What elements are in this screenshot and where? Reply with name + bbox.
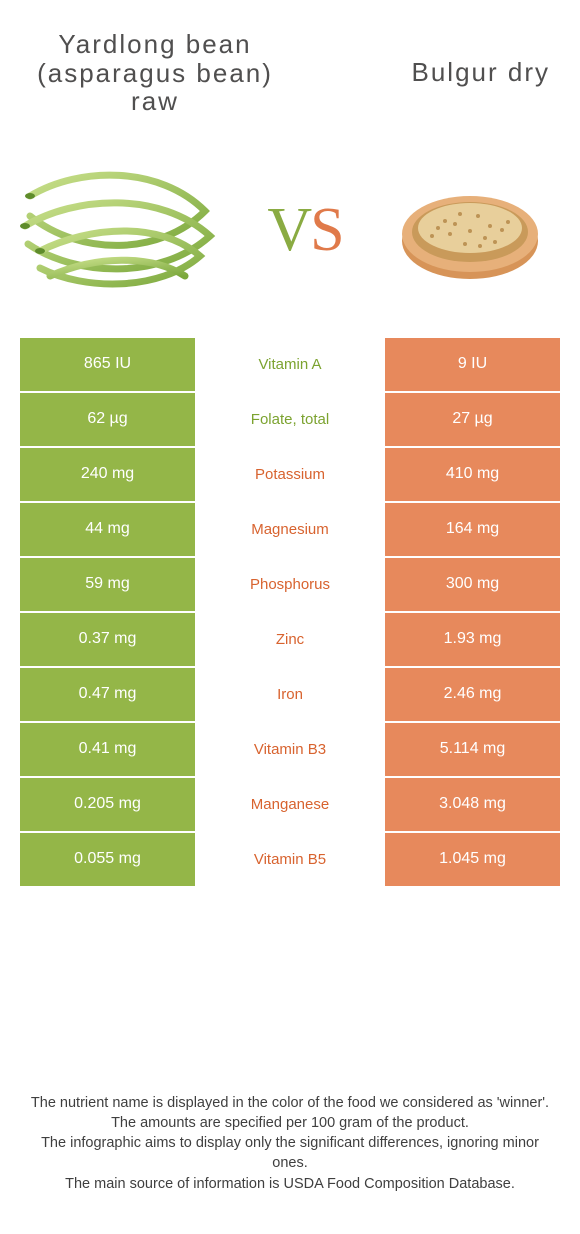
nutrient-label: Iron (195, 668, 385, 721)
footer-line: The amounts are specified per 100 gram o… (25, 1113, 555, 1133)
table-row: 0.37 mgZinc1.93 mg (20, 613, 560, 668)
food-image-left (10, 156, 220, 306)
value-left: 0.41 mg (20, 723, 195, 776)
nutrient-label: Phosphorus (195, 558, 385, 611)
table-row: 240 mgPotassium410 mg (20, 448, 560, 503)
value-left: 0.055 mg (20, 833, 195, 886)
footer-notes: The nutrient name is displayed in the co… (0, 1093, 580, 1194)
table-row: 0.055 mgVitamin B51.045 mg (20, 833, 560, 888)
nutrient-label: Vitamin A (195, 338, 385, 391)
value-left: 44 mg (20, 503, 195, 556)
value-right: 2.46 mg (385, 668, 560, 721)
value-right: 300 mg (385, 558, 560, 611)
nutrient-label: Vitamin B3 (195, 723, 385, 776)
nutrient-label: Magnesium (195, 503, 385, 556)
nutrient-label: Vitamin B5 (195, 833, 385, 886)
food-title-right: Bulgur dry (290, 30, 560, 116)
food-image-right (390, 156, 550, 306)
nutrient-label: Manganese (195, 778, 385, 831)
value-right: 410 mg (385, 448, 560, 501)
value-right: 5.114 mg (385, 723, 560, 776)
table-row: 59 mgPhosphorus300 mg (20, 558, 560, 613)
hero: VS (0, 126, 580, 336)
footer-line: The nutrient name is displayed in the co… (25, 1093, 555, 1113)
value-right: 1.045 mg (385, 833, 560, 886)
footer-line: The main source of information is USDA F… (25, 1174, 555, 1194)
titles: Yardlong bean (asparagus bean) raw Bulgu… (0, 0, 580, 126)
value-right: 27 µg (385, 393, 560, 446)
vs-s: S (310, 196, 342, 264)
value-left: 865 IU (20, 338, 195, 391)
table-row: 62 µgFolate, total27 µg (20, 393, 560, 448)
value-right: 1.93 mg (385, 613, 560, 666)
footer-line: The infographic aims to display only the… (25, 1133, 555, 1174)
table-row: 0.41 mgVitamin B35.114 mg (20, 723, 560, 778)
vs-label: VS (267, 195, 342, 266)
vs-v: V (267, 196, 310, 264)
value-right: 9 IU (385, 338, 560, 391)
value-right: 3.048 mg (385, 778, 560, 831)
table-row: 44 mgMagnesium164 mg (20, 503, 560, 558)
value-left: 0.37 mg (20, 613, 195, 666)
value-left: 62 µg (20, 393, 195, 446)
value-left: 0.47 mg (20, 668, 195, 721)
value-left: 0.205 mg (20, 778, 195, 831)
comparison-table: 865 IUVitamin A9 IU62 µgFolate, total27 … (20, 336, 560, 888)
nutrient-label: Zinc (195, 613, 385, 666)
nutrient-label: Folate, total (195, 393, 385, 446)
food-title-left: Yardlong bean (asparagus bean) raw (20, 30, 290, 116)
table-row: 0.47 mgIron2.46 mg (20, 668, 560, 723)
table-row: 0.205 mgManganese3.048 mg (20, 778, 560, 833)
nutrient-label: Potassium (195, 448, 385, 501)
value-right: 164 mg (385, 503, 560, 556)
value-left: 59 mg (20, 558, 195, 611)
value-left: 240 mg (20, 448, 195, 501)
table-row: 865 IUVitamin A9 IU (20, 338, 560, 393)
